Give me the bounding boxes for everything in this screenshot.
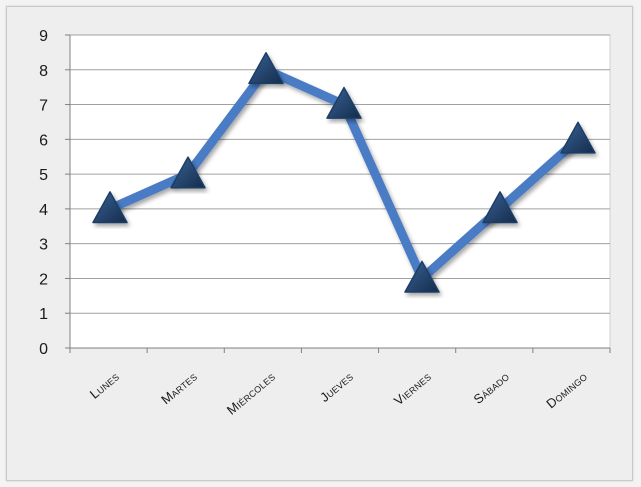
y-tick-label: 7 (39, 98, 48, 115)
y-tick-label: 2 (39, 271, 48, 288)
x-category-label: Martes (158, 369, 200, 407)
y-tick-label: 0 (39, 341, 48, 358)
x-category-label: Lunes (87, 369, 122, 402)
y-tick-label: 1 (39, 306, 48, 323)
data-point-marker (170, 156, 206, 189)
data-markers (92, 52, 596, 293)
x-axis: Lunes Martes Miércoles Jueves Viernes Sábado D… (69, 348, 611, 418)
x-category-label: Viernes (391, 369, 434, 409)
data-point-marker (560, 121, 596, 154)
grid-lines (70, 34, 610, 349)
y-tick-label: 3 (39, 237, 48, 254)
y-tick-label: 8 (39, 63, 48, 80)
y-tick-label: 4 (39, 202, 48, 219)
y-tick-label: 6 (39, 132, 48, 149)
data-point-marker (326, 86, 362, 119)
x-category-label: Domingo (543, 369, 590, 412)
x-category-label: Sábado (471, 369, 512, 407)
data-point-marker (92, 191, 128, 224)
x-category-label: Miércoles (224, 369, 278, 418)
data-point-marker (404, 260, 440, 293)
y-axis: 0 1 2 3 4 5 6 7 8 9 (39, 28, 71, 358)
y-tick-label: 5 (39, 167, 48, 184)
data-point-marker (248, 52, 284, 85)
y-tick-label: 9 (39, 28, 48, 45)
data-point-marker (482, 191, 518, 224)
x-category-label: Jueves (317, 369, 356, 405)
